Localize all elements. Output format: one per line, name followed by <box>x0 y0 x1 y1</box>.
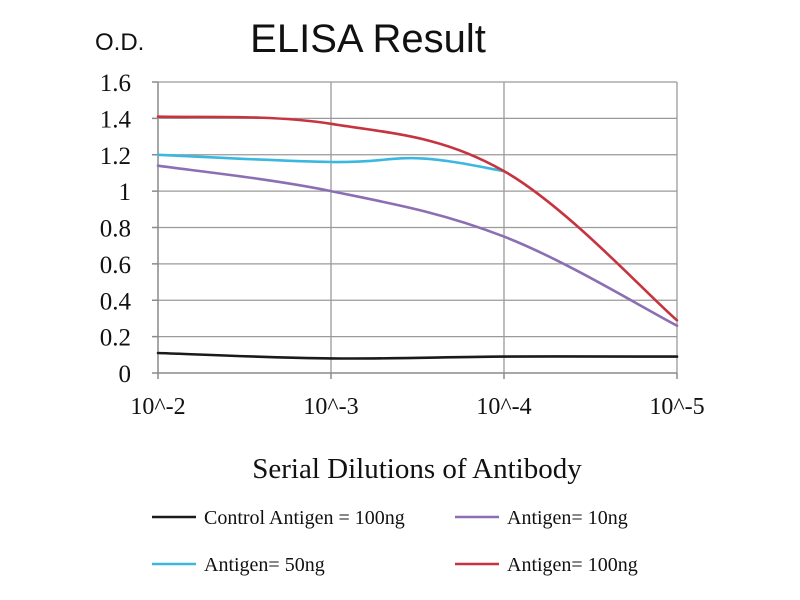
y-tick-label: 0.2 <box>100 325 131 352</box>
legend-label-1: Antigen= 10ng <box>507 507 628 529</box>
x-tick-label: 10^-5 <box>649 394 704 420</box>
series-line-0 <box>156 351 679 360</box>
y-tick-label: 0.8 <box>100 216 131 243</box>
series-line-1 <box>156 164 679 327</box>
series-line-3 <box>156 115 679 322</box>
series-lines <box>156 115 679 360</box>
legend-label-2: Antigen= 50ng <box>204 554 325 576</box>
x-tick-label: 10^-4 <box>476 394 531 420</box>
legend-label-0: Control Antigen = 100ng <box>204 507 405 529</box>
y-tick-label: 1.2 <box>100 143 131 170</box>
y-tick-label: 1 <box>119 179 132 206</box>
chart-title: ELISA Result <box>250 17 486 61</box>
x-tick-label: 10^-3 <box>303 394 358 420</box>
y-tick-label: 0 <box>119 361 132 388</box>
y-tick-label: 0.6 <box>100 252 131 279</box>
axes <box>152 81 678 379</box>
grid <box>158 81 678 373</box>
legend-label-3: Antigen= 100ng <box>507 554 638 576</box>
y-tick-label: 1.6 <box>100 70 131 97</box>
y-axis-label: O.D. <box>95 29 144 56</box>
x-tick-label: 10^-2 <box>130 394 185 420</box>
y-tick-labels: 0 0.2 0.4 0.6 0.8 1 1.2 1.4 1.6 <box>100 70 132 388</box>
x-axis-label: Serial Dilutions of Antibody <box>252 453 582 485</box>
y-tick-label: 1.4 <box>100 106 132 133</box>
y-tick-label: 0.4 <box>100 288 132 315</box>
series-line-2 <box>156 153 506 173</box>
x-tick-labels: 10^-2 10^-3 10^-4 10^-5 <box>130 394 704 420</box>
legend: Control Antigen = 100ng Antigen= 10ng Anti… <box>152 507 638 576</box>
